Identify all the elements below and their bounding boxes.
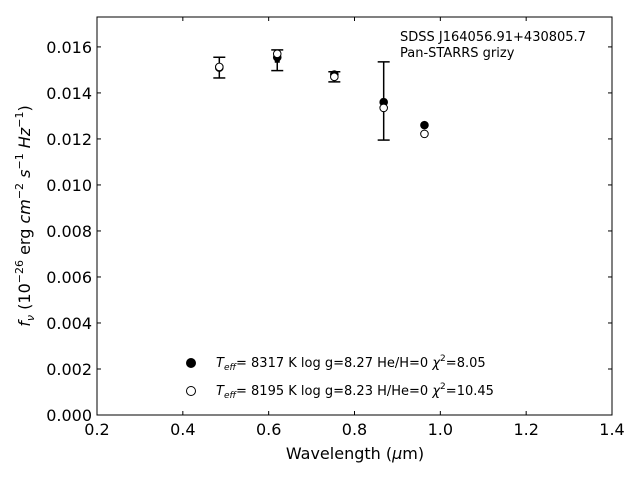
chart-title-line-2: Pan-STARRS grizy [400,46,515,61]
legend-marker-open [186,386,196,396]
legend-marker-filled [186,358,196,368]
y-tick-label: 0.014 [46,84,92,103]
y-tick-label: 0.006 [46,268,92,287]
y-tick-label: 0.000 [46,406,92,425]
axes-frame [96,16,613,416]
model-point-open [272,49,282,59]
legend-1-logg: log g=8.27 [301,356,373,371]
x-tick-label: 0.6 [256,420,281,439]
model-point-open [330,72,339,82]
legend-2-chi2: 10.45 [457,384,494,399]
y-axis-label: fν (10−26 erg cm−2 s−1 Hz−1) [13,105,37,326]
legend-entry-1: Teff= 8317 K log g=8.27 He/H=0 χ2=8.05 [216,354,486,373]
x-tick-label: 1.0 [428,420,453,439]
y-tick-label: 0.012 [46,130,92,149]
legend-entry-2: Teff= 8195 K log g=8.23 H/He=0 χ2=10.45 [216,382,494,401]
model-point-filled [420,120,429,130]
x-tick-label: 0.8 [342,420,367,439]
model-point-open [420,129,429,139]
y-tick-label: 0.008 [46,222,92,241]
chart-title-line-1: SDSS J164056.91+430805.7 [400,30,586,45]
legend-1-teff: 8317 K [251,356,297,371]
x-tick-label: 1.4 [599,420,624,439]
x-axis-label: Wavelength (μm) [286,444,424,463]
model-point-open [379,103,388,113]
model-point-open [215,62,224,72]
marks-layer [213,49,429,141]
x-tick-label: 0.4 [170,420,195,439]
legend-1-chi2: 8.05 [457,356,486,371]
legend-2-teff: 8195 K [251,384,297,399]
legend: Teff= 8317 K log g=8.27 He/H=0 χ2=8.05 T… [186,354,494,401]
y-tick-label: 0.016 [46,38,92,57]
x-tick-label: 1.2 [513,420,538,439]
y-tick-label: 0.004 [46,314,92,333]
x-tick-label: 0.2 [84,420,109,439]
y-tick-label: 0.002 [46,360,92,379]
legend-2-logg: log g=8.23 [301,384,373,399]
y-axis-label-group: fν (10−26 erg cm−2 s−1 Hz−1) [13,105,37,326]
legend-1-comp: He/H=0 [377,356,428,371]
y-tick-label: 0.010 [46,176,92,195]
legend-2-comp: H/He=0 [377,384,428,399]
ticks-layer: 0.2 0.4 0.6 0.8 1.0 1.2 1.4 0.000 0.002 0.004 0.00… [46,17,625,439]
